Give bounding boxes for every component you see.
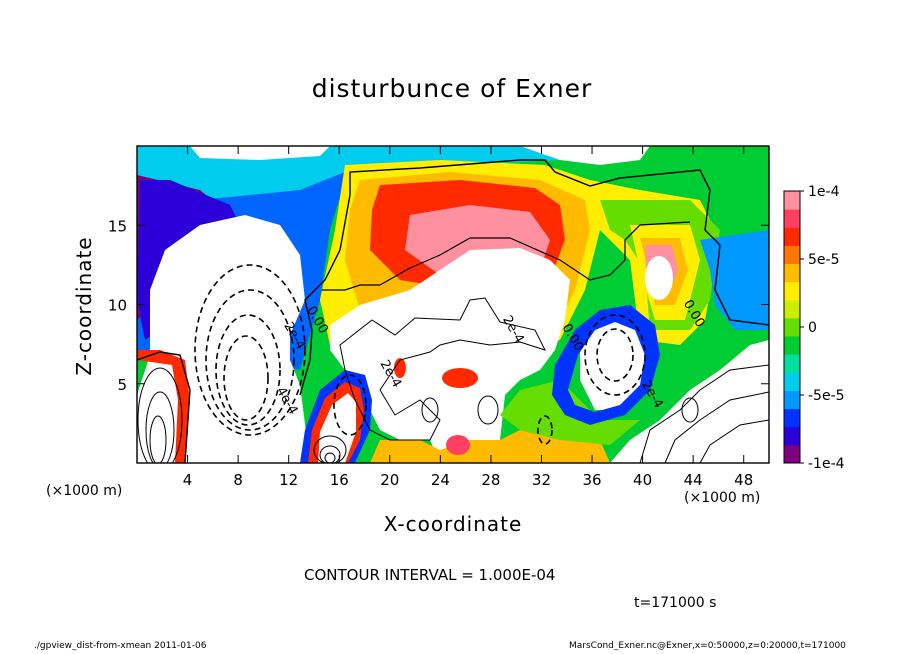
color-field [137, 146, 769, 463]
contour-lines [137, 159, 769, 463]
positive-contour-right-2 [664, 391, 769, 463]
y-tick-label: 15 [108, 217, 127, 235]
colorbar-swatch [784, 281, 800, 301]
field-region-red-blob-b [394, 358, 406, 378]
colorbar-swatch [784, 336, 800, 355]
x-unit-label-right: (×1000 m) [684, 490, 761, 506]
field-region-lower-mid-orange [370, 430, 610, 463]
footer-file-info: MarsCond_Exner.nc@Exner,x=0:50000,z=0:20… [569, 641, 846, 651]
colorbar-tick-label: 5e-5 [808, 252, 839, 268]
positive-contour-right-1 [639, 364, 769, 463]
field-region-red-blob-c [446, 435, 470, 455]
field-region-right-belt-blue [552, 305, 660, 425]
positive-contour-blob-2 [421, 397, 439, 423]
positive-contour-left-2 [145, 391, 175, 463]
footer-script-name: ./gpview_dist-from-xmean 2011-01-06 [34, 641, 207, 651]
x-tick-label: 44 [684, 471, 703, 489]
colorbar-swatch [784, 426, 800, 446]
colorbar-swatch [784, 354, 800, 373]
field-region-red-blob-a [442, 368, 478, 388]
x-tick-label: 48 [734, 471, 753, 489]
positive-contour-blob-1 [477, 395, 499, 425]
negative-contour-5 [584, 314, 646, 396]
jet-contour-2 [319, 445, 341, 463]
x-tick-label: 4 [183, 471, 193, 489]
negative-contour-6 [596, 328, 634, 382]
positive-contour-right-4 [681, 397, 699, 423]
positive-contour-left-3 [149, 415, 167, 463]
colorbar-swatch [784, 209, 800, 228]
x-axis-label: X-coordinate [383, 512, 523, 536]
colorbar-swatch [784, 444, 800, 464]
jet-contour-3 [324, 452, 336, 463]
negative-contour-8 [333, 374, 367, 436]
colorbar-swatch [784, 191, 800, 210]
field-region-right-white-oval [645, 256, 673, 300]
field-region-right-white [580, 312, 650, 410]
zero-contour [137, 159, 769, 463]
jet-contour-1 [313, 435, 347, 463]
colorbar-swatch [784, 299, 800, 319]
x-tick-label: 28 [481, 471, 500, 489]
y-axis-label: Z-coordinate [72, 236, 96, 376]
x-tick-label: 24 [431, 471, 450, 489]
negative-contour-3 [215, 314, 281, 426]
colorbar-swatch [784, 227, 800, 246]
x-unit-label-left: (×1000 m) [46, 483, 123, 499]
colorbar-swatch [784, 372, 800, 391]
colorbar-swatch [784, 317, 800, 337]
colorbar: 1e-4 5e-5 0 -5e-5 -1e-4 [783, 184, 845, 472]
contour-interval-text: CONTOUR INTERVAL = 1.000E-04 [304, 566, 556, 584]
x-tick-label: 16 [330, 471, 349, 489]
field-region-jet-core-white [318, 393, 356, 463]
x-tick-label: 20 [380, 471, 399, 489]
colorbar-swatch [784, 408, 800, 428]
field-region-center-white [330, 248, 570, 463]
negative-contour-7 [537, 415, 553, 445]
field-region-top-left-white-strip [190, 146, 330, 160]
x-tick-label: 32 [532, 471, 551, 489]
colorbar-swatch [784, 263, 800, 283]
zero-contour-inner [322, 221, 691, 291]
colorbar-tick-label: -1e-4 [808, 456, 845, 472]
colorbar-swatch [784, 245, 800, 265]
field-region-top-light-blue [137, 146, 560, 200]
field-region-right-blue [700, 230, 769, 330]
x-tick-label: 36 [582, 471, 601, 489]
colorbar-swatch [784, 390, 800, 410]
colorbar-tick-label: 1e-4 [808, 184, 840, 200]
x-tick-label: 40 [633, 471, 652, 489]
negative-contour-1 [194, 264, 306, 436]
positive-contour-right-3 [699, 419, 769, 463]
x-tick-label: 12 [279, 471, 298, 489]
chart-title: disturbunce of Exner [311, 74, 593, 103]
colorbar-tick-label: -5e-5 [808, 388, 845, 404]
positive-contour-center [339, 297, 546, 441]
colorbar-tick-label: 0 [808, 320, 817, 336]
x-tick-label: 8 [233, 471, 243, 489]
field-region-top-white [520, 146, 650, 165]
y-tick-label: 10 [108, 297, 127, 315]
y-tick-label: 5 [117, 376, 127, 394]
negative-contour-2 [205, 289, 295, 431]
positive-contour-left-1 [137, 367, 183, 463]
time-stamp: t=171000 s [634, 595, 717, 611]
field-region-left-edge-ring [137, 350, 190, 463]
negative-contour-4 [223, 335, 269, 421]
